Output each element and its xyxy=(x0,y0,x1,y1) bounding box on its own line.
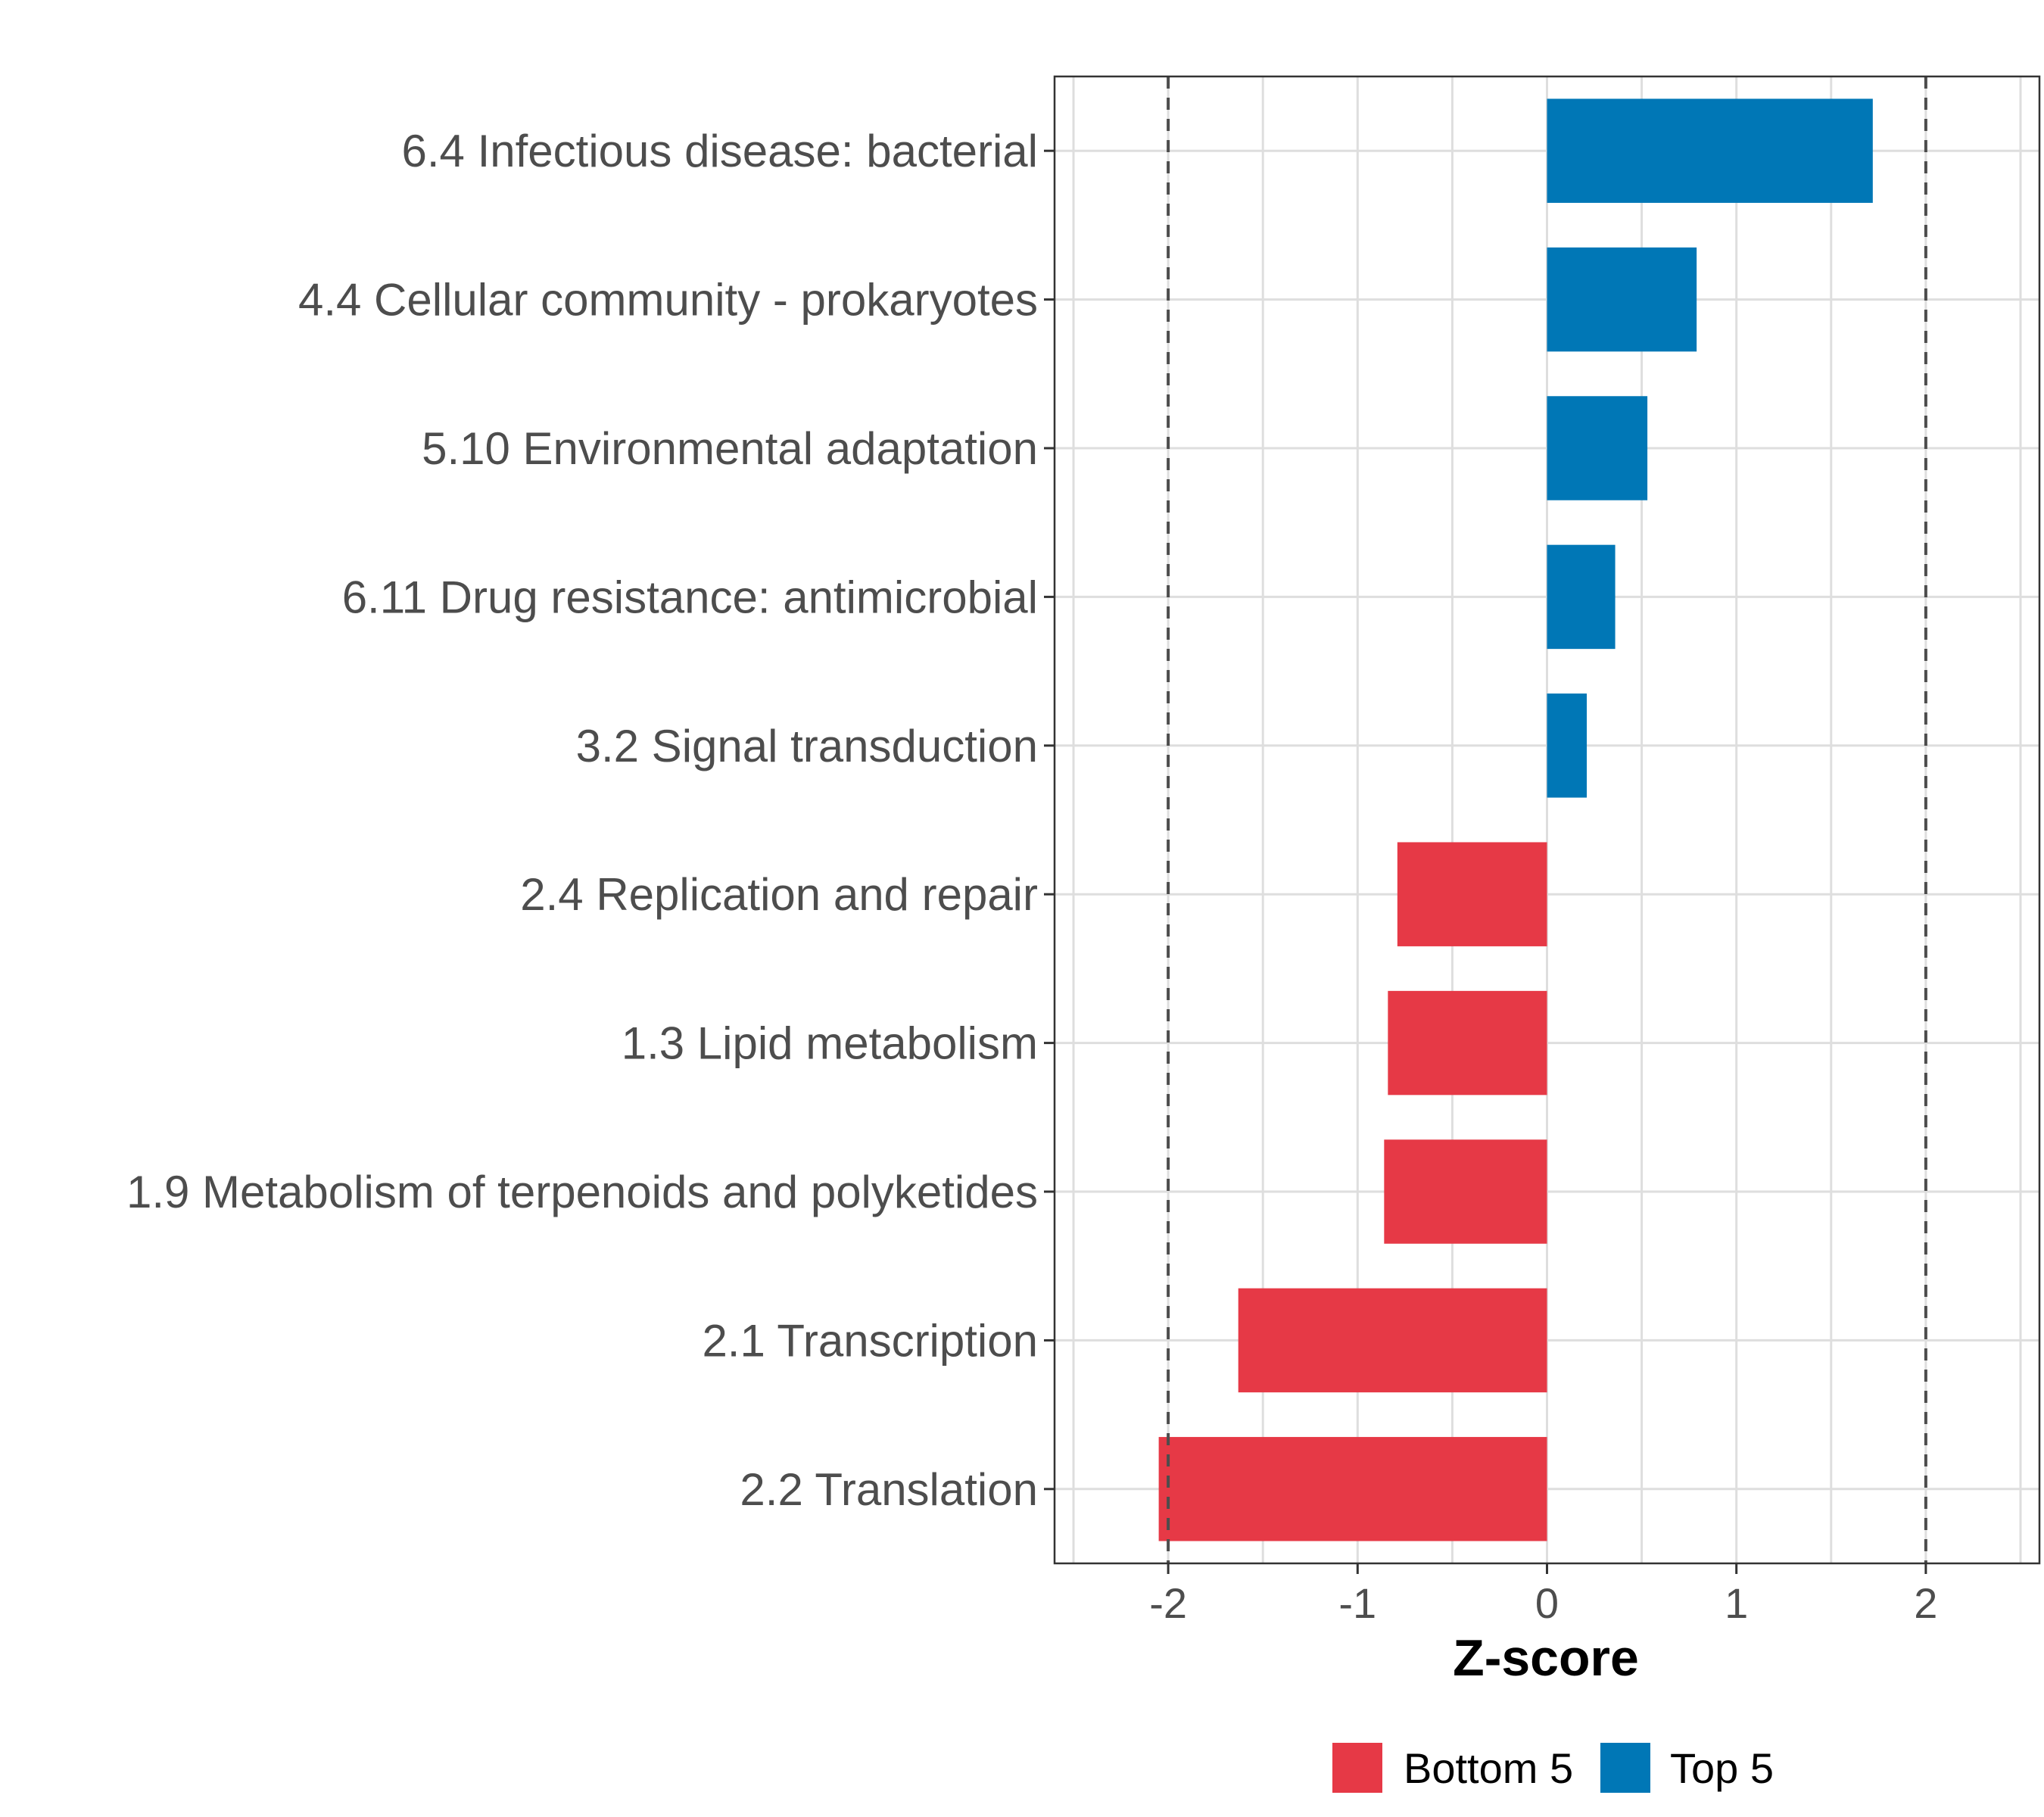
bar-1-3-lipid-metabolism xyxy=(1388,990,1547,1095)
category-label: 6.11 Drug resistance: antimicrobial xyxy=(342,572,1038,622)
bar-3-2-signal-transduction xyxy=(1547,693,1588,798)
x-tick-label: -2 xyxy=(1149,1579,1187,1627)
legend: Bottom 5 Top 5 xyxy=(1332,1743,1774,1793)
bar-1-9-metabolism-of-terpenoids-and-polyketides xyxy=(1384,1139,1547,1244)
category-label: 2.2 Translation xyxy=(740,1464,1038,1515)
bar-5-10-environmental-adaptation xyxy=(1547,396,1648,500)
bar-2-4-replication-and-repair xyxy=(1397,842,1547,946)
bar-2-2-translation xyxy=(1158,1437,1547,1541)
category-label: 3.2 Signal transduction xyxy=(576,721,1038,771)
bar-2-1-transcription xyxy=(1238,1288,1547,1393)
category-label: 1.3 Lipid metabolism xyxy=(622,1018,1038,1069)
x-tick-label: -1 xyxy=(1338,1579,1376,1627)
legend-label-bottom-5: Bottom 5 xyxy=(1404,1744,1573,1792)
x-tick-label: 0 xyxy=(1535,1579,1559,1627)
bar-6-11-drug-resistance-antimicrobial xyxy=(1547,544,1616,650)
bars xyxy=(1158,98,1873,1541)
legend-swatch-top-5 xyxy=(1600,1743,1650,1793)
legend-swatch-bottom-5 xyxy=(1332,1743,1382,1793)
x-tick-label: 1 xyxy=(1725,1579,1748,1627)
legend-label-top-5: Top 5 xyxy=(1670,1744,1774,1792)
category-label: 1.9 Metabolism of terpenoids and polyket… xyxy=(126,1167,1038,1217)
bar-4-4-cellular-community-prokaryotes xyxy=(1547,247,1697,352)
x-axis: -2 -1 0 1 2 xyxy=(1149,1563,1937,1627)
category-label: 6.4 Infectious disease: bacterial xyxy=(402,126,1039,176)
bar-6-4-infectious-disease-bacterial xyxy=(1547,98,1873,203)
category-label: 2.1 Transcription xyxy=(702,1315,1038,1366)
category-label: 4.4 Cellular community - prokaryotes xyxy=(298,275,1038,326)
category-label: 5.10 Environmental adaptation xyxy=(422,423,1038,474)
y-axis: 6.4 Infectious disease: bacterial 4.4 Cel… xyxy=(126,126,1055,1515)
x-tick-label: 2 xyxy=(1914,1579,1937,1627)
reference-lines xyxy=(1167,76,1927,1563)
category-label: 2.4 Replication and repair xyxy=(520,869,1038,920)
x-axis-title: Z-score xyxy=(1453,1629,1639,1687)
